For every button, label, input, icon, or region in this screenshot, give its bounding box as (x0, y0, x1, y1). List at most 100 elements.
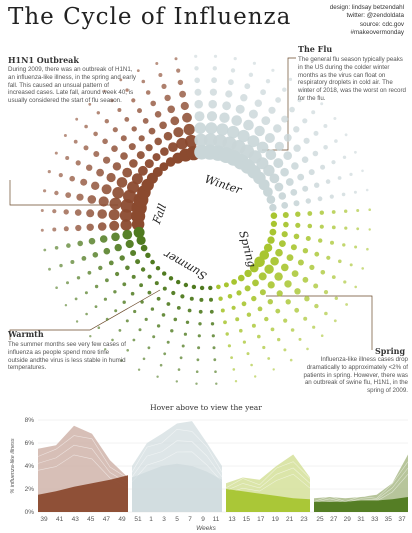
dot-week-47-ring-4[interactable] (131, 126, 137, 132)
dot-week-2-ring-4[interactable] (222, 101, 232, 111)
dot-week-21-ring-2[interactable] (259, 289, 266, 296)
dot-week-49-ring-5[interactable] (150, 100, 156, 107)
dot-week-16-ring-1[interactable] (279, 240, 286, 248)
dot-week-29-ring-5[interactable] (166, 340, 170, 344)
dot-week-11-ring-2[interactable] (290, 189, 298, 196)
dot-week-16-ring-5[interactable] (326, 255, 331, 260)
dot-week-45-ring-8[interactable] (75, 117, 79, 121)
dot-week-20-ring-2[interactable] (267, 281, 275, 289)
dot-week-6-ring-8[interactable] (305, 89, 309, 93)
dot-week-28-ring-8[interactable] (175, 380, 178, 383)
dot-week-29-ring-3[interactable] (173, 317, 178, 322)
dot-week-31-ring-1[interactable] (162, 286, 167, 291)
dot-week-5-ring-6[interactable] (275, 97, 281, 103)
dot-week-16-ring-3[interactable] (302, 248, 309, 254)
dot-week-5-ring-3[interactable] (254, 125, 265, 137)
dot-week-52-ring-7[interactable] (194, 66, 199, 71)
dot-week-14-ring-0[interactable] (270, 220, 277, 227)
dot-week-1-ring-6[interactable] (211, 77, 218, 84)
dot-week-20-ring-0[interactable] (249, 263, 259, 273)
dot-week-52-ring-4[interactable] (194, 99, 203, 109)
dot-week-13-ring-3[interactable] (307, 211, 313, 216)
dot-week-18-ring-7[interactable] (334, 296, 338, 300)
dot-week-38-ring-6[interactable] (66, 243, 71, 248)
dot-week-48-ring-1[interactable] (160, 147, 169, 156)
dot-week-1-ring-8[interactable] (213, 54, 218, 58)
dot-week-39-ring-4[interactable] (86, 223, 94, 231)
dot-week-47-ring-3[interactable] (138, 135, 145, 142)
dot-week-8-ring-2[interactable] (273, 158, 284, 169)
dot-week-44-ring-1[interactable] (131, 173, 143, 185)
dot-week-42-ring-4[interactable] (91, 181, 100, 190)
dot-week-20-ring-8[interactable] (320, 334, 324, 338)
dot-week-18-ring-5[interactable] (313, 283, 319, 289)
dot-week-15-ring-2[interactable] (293, 233, 300, 240)
dot-week-7-ring-3[interactable] (274, 141, 284, 151)
dot-week-45-ring-6[interactable] (93, 131, 98, 137)
dot-week-40-ring-8[interactable] (40, 209, 44, 212)
dot-week-20-ring-5[interactable] (294, 307, 300, 313)
dot-week-31-ring-0[interactable] (168, 276, 174, 281)
dot-week-43-ring-6[interactable] (75, 160, 81, 166)
dot-week-12-ring-7[interactable] (353, 190, 357, 194)
dot-week-28-ring-1[interactable] (189, 296, 194, 301)
dot-week-15-ring-7[interactable] (354, 245, 358, 249)
dot-week-31-ring-3[interactable] (150, 307, 155, 311)
dot-week-48-ring-6[interactable] (131, 98, 136, 103)
dot-week-23-ring-3[interactable] (246, 312, 252, 317)
dot-week-27-ring-4[interactable] (197, 334, 201, 338)
dot-week-43-ring-1[interactable] (127, 181, 139, 194)
dot-week-30-ring-8[interactable] (137, 368, 141, 371)
dot-week-48-ring-8[interactable] (119, 78, 123, 82)
dot-week-12-ring-0[interactable] (269, 203, 277, 212)
dot-week-22-ring-3[interactable] (257, 306, 263, 312)
radial-chart[interactable]: Fall Winter Spring Summer (0, 0, 412, 400)
dot-week-21-ring-7[interactable] (298, 337, 302, 341)
dot-week-51-ring-7[interactable] (176, 68, 181, 73)
dot-week-39-ring-2[interactable] (109, 220, 120, 231)
dot-week-35-ring-2[interactable] (125, 265, 130, 271)
dot-week-22-ring-0[interactable] (238, 274, 245, 282)
dot-week-46-ring-6[interactable] (104, 119, 110, 124)
dot-week-15-ring-4[interactable] (318, 238, 323, 243)
dot-week-30-ring-3[interactable] (161, 313, 166, 317)
dot-week-5-ring-5[interactable] (268, 106, 276, 114)
dot-week-25-ring-0[interactable] (216, 284, 221, 290)
dot-week-25-ring-5[interactable] (227, 344, 231, 348)
area-typical-winter[interactable] (132, 463, 222, 512)
dot-week-40-ring-5[interactable] (74, 209, 82, 216)
dot-week-13-ring-6[interactable] (344, 209, 348, 213)
dot-week-27-ring-6[interactable] (196, 358, 200, 362)
dot-week-26-ring-5[interactable] (212, 346, 216, 350)
dot-week-18-ring-1[interactable] (270, 256, 279, 266)
dot-week-38-ring-8[interactable] (43, 248, 47, 252)
dot-week-27-ring-7[interactable] (195, 370, 199, 374)
dot-week-46-ring-2[interactable] (136, 151, 145, 160)
dot-week-24-ring-2[interactable] (231, 305, 236, 310)
dot-week-10-ring-3[interactable] (297, 173, 305, 181)
dot-week-12-ring-4[interactable] (317, 196, 323, 202)
dot-week-16-ring-4[interactable] (314, 251, 320, 257)
dot-week-47-ring-5[interactable] (124, 117, 130, 122)
dot-week-18-ring-6[interactable] (323, 290, 329, 295)
dot-week-49-ring-7[interactable] (141, 79, 146, 84)
dot-week-42-ring-8[interactable] (47, 170, 51, 174)
dot-week-27-ring-8[interactable] (195, 382, 198, 385)
dot-week-7-ring-7[interactable] (311, 110, 316, 115)
dot-week-26-ring-0[interactable] (208, 285, 213, 291)
dot-week-33-ring-1[interactable] (147, 274, 152, 279)
dot-week-32-ring-5[interactable] (125, 319, 129, 323)
dot-week-7-ring-8[interactable] (320, 102, 324, 106)
dot-week-44-ring-4[interactable] (103, 156, 111, 164)
dot-week-14-ring-4[interactable] (319, 224, 324, 229)
dot-week-49-ring-6[interactable] (145, 90, 151, 95)
dot-week-35-ring-1[interactable] (135, 259, 141, 265)
dot-week-34-ring-0[interactable] (150, 259, 155, 265)
dot-week-6-ring-2[interactable] (256, 141, 269, 154)
dot-week-20-ring-4[interactable] (285, 299, 291, 305)
dot-week-3-ring-6[interactable] (244, 83, 251, 90)
dot-week-10-ring-6[interactable] (331, 160, 336, 165)
dot-week-5-ring-8[interactable] (288, 77, 293, 81)
dot-week-24-ring-7[interactable] (250, 363, 253, 367)
dot-week-40-ring-3[interactable] (97, 209, 107, 219)
